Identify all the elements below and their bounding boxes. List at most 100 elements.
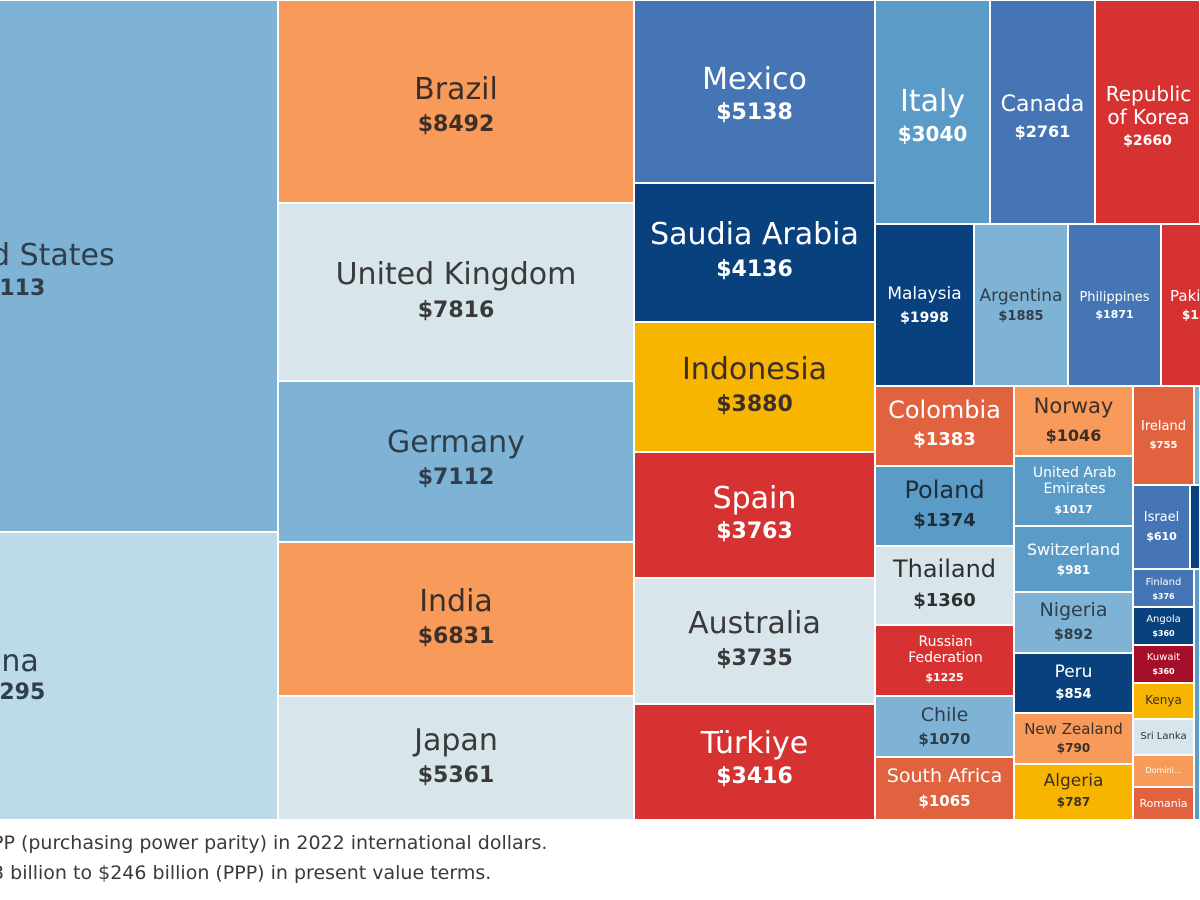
treemap-cell-angola: Angola $360 xyxy=(1133,607,1194,645)
treemap-value: $3416 xyxy=(716,764,793,789)
treemap-value: $376 xyxy=(1152,592,1175,601)
treemap-cell-germany: Germany $7112 xyxy=(278,381,634,542)
treemap-cell-peru: Peru $854 xyxy=(1014,653,1133,713)
treemap-cell-saudia-arabia: Saudia Arabia $4136 xyxy=(634,183,875,322)
treemap-label: Malaysia xyxy=(887,284,962,304)
treemap-cell-chile: Chile $1070 xyxy=(875,696,1014,757)
treemap-cell-india: India $6831 xyxy=(278,542,634,696)
treemap-label: d States xyxy=(0,238,115,273)
treemap-value: $892 xyxy=(1054,627,1093,643)
treemap-label: Switzerland xyxy=(1026,540,1121,559)
treemap-cell-nigeria: Nigeria $892 xyxy=(1014,592,1133,653)
treemap-value: $610 xyxy=(1146,530,1177,543)
treemap-cell-canada: Canada $2761 xyxy=(990,0,1095,224)
treemap-value: ,295 xyxy=(0,680,46,705)
treemap-cell-south-africa: South Africa $1065 xyxy=(875,757,1014,820)
treemap-value: $3735 xyxy=(716,646,793,671)
footnote-2: 3 billion to $246 billion (PPP) in prese… xyxy=(0,862,492,884)
treemap-cell-australia: Australia $3735 xyxy=(634,578,875,704)
treemap-cell-united-arab-emirates: United Arab Emirates $1017 xyxy=(1014,456,1133,526)
treemap-cell-japan: Japan $5361 xyxy=(278,696,634,820)
treemap-cell-d-states: d States ,113 xyxy=(0,0,278,532)
treemap-chart: d States ,113 ina,295 Brazil $8492 United Kin… xyxy=(0,0,1200,820)
treemap-cell-brazil: Brazil $8492 xyxy=(278,0,634,203)
treemap-cell-paki: Paki $15 xyxy=(1161,224,1200,386)
treemap-cell-ireland: Ireland $755 xyxy=(1133,386,1194,485)
treemap-cell-romania: Romania xyxy=(1133,787,1194,820)
treemap-label: Sri Lanka xyxy=(1140,731,1187,742)
treemap-value: $1046 xyxy=(1045,426,1102,445)
treemap-value: ,113 xyxy=(0,276,46,301)
treemap-label: Norway xyxy=(1033,394,1114,418)
treemap-label: Türkiye xyxy=(700,726,809,761)
treemap-value: $5138 xyxy=(716,100,793,125)
treemap-cell-russian-federation: Russian Federation $1225 xyxy=(875,625,1014,696)
treemap-label: Paki xyxy=(1170,287,1200,305)
treemap-value: $1065 xyxy=(918,792,971,810)
treemap-value: $1017 xyxy=(1054,503,1093,516)
treemap-cell-united-kingdom: United Kingdom $7816 xyxy=(278,203,634,381)
treemap-label: Brazil xyxy=(414,72,498,107)
treemap-label: Ireland xyxy=(1141,419,1186,434)
treemap-label: Finland xyxy=(1145,577,1182,588)
treemap-label: Russian Federation xyxy=(908,634,983,667)
treemap-label: Romania xyxy=(1139,797,1188,810)
treemap-value: $1998 xyxy=(900,310,949,326)
treemap-value: $3763 xyxy=(716,519,793,544)
treemap-label: United Kingdom xyxy=(335,257,577,292)
treemap-cell-malaysia: Malaysia $1998 xyxy=(875,224,974,386)
treemap-label: Israel xyxy=(1143,510,1180,525)
treemap-label: Argentina xyxy=(979,286,1063,306)
treemap-label: New Zealand xyxy=(1024,720,1123,738)
treemap-label: Nigeria xyxy=(1039,599,1108,621)
treemap-label: Chile xyxy=(920,704,969,726)
treemap-label: ina xyxy=(0,644,39,679)
footnote-1: PP (purchasing power parity) in 2022 int… xyxy=(0,832,548,854)
treemap-label: Spain xyxy=(712,481,797,516)
treemap-cell-italy: Italy $3040 xyxy=(875,0,990,224)
treemap-value: $15 xyxy=(1182,308,1200,322)
treemap-label: Kuwait xyxy=(1146,652,1181,663)
treemap-label: South Africa xyxy=(886,765,1003,787)
treemap-cell-republic-of-korea: Republic of Korea $2660 xyxy=(1095,0,1200,224)
treemap-value: $1383 xyxy=(913,429,976,450)
treemap-value: $7112 xyxy=(417,465,495,490)
treemap-cell-algeria: Algeria $787 xyxy=(1014,764,1133,820)
treemap-label: Indonesia xyxy=(681,352,828,387)
treemap-cell-thailand: Thailand $1360 xyxy=(875,546,1014,625)
treemap-value: $755 xyxy=(1149,440,1178,451)
treemap-label: Japan xyxy=(414,723,498,758)
treemap-cell-new-zealand: New Zealand $790 xyxy=(1014,713,1133,764)
treemap-cell-domini: Domini... xyxy=(1133,755,1194,787)
treemap-label: Colombia xyxy=(888,396,1001,424)
treemap-label: Canada xyxy=(1000,92,1085,117)
treemap-label: Algeria xyxy=(1043,771,1104,791)
treemap-label: Peru xyxy=(1054,662,1093,682)
treemap-cell-indonesia: Indonesia $3880 xyxy=(634,322,875,452)
treemap-label: Italy xyxy=(899,84,966,119)
treemap-value: $3040 xyxy=(897,122,968,146)
treemap-label: Germany xyxy=(387,425,525,460)
treemap-cell-philippines: Philippines $1871 xyxy=(1068,224,1161,386)
treemap-value: $7816 xyxy=(417,298,495,323)
treemap-value: $8492 xyxy=(417,112,495,137)
treemap-value: $2660 xyxy=(1123,133,1172,149)
treemap-cell-switzerland: Switzerland $981 xyxy=(1014,526,1133,592)
treemap-cell-spain: Spain $3763 xyxy=(634,452,875,578)
treemap-cell-poland: Poland $1374 xyxy=(875,466,1014,546)
treemap-label: Saudia Arabia xyxy=(650,217,859,252)
footnotes: PP (purchasing power parity) in 2022 int… xyxy=(0,826,1200,900)
treemap-value: $2761 xyxy=(1014,122,1071,141)
treemap-value: $790 xyxy=(1056,741,1091,755)
treemap-cell-turkiye: Türkiye $3416 xyxy=(634,704,875,820)
treemap-value: $4136 xyxy=(716,257,793,282)
treemap-value: $360 xyxy=(1152,629,1175,638)
treemap-cell-israel: Israel $610 xyxy=(1133,485,1190,569)
treemap-cell-finland: Finland $376 xyxy=(1133,569,1194,607)
treemap-cell-kuwait: Kuwait $360 xyxy=(1133,645,1194,683)
treemap-label: Kenya xyxy=(1145,693,1182,707)
treemap-cell-blank-43 xyxy=(1190,485,1200,569)
treemap-label: Domini... xyxy=(1145,766,1182,775)
treemap-cell-blank-44 xyxy=(1194,569,1200,820)
treemap-value: $5361 xyxy=(417,763,495,788)
